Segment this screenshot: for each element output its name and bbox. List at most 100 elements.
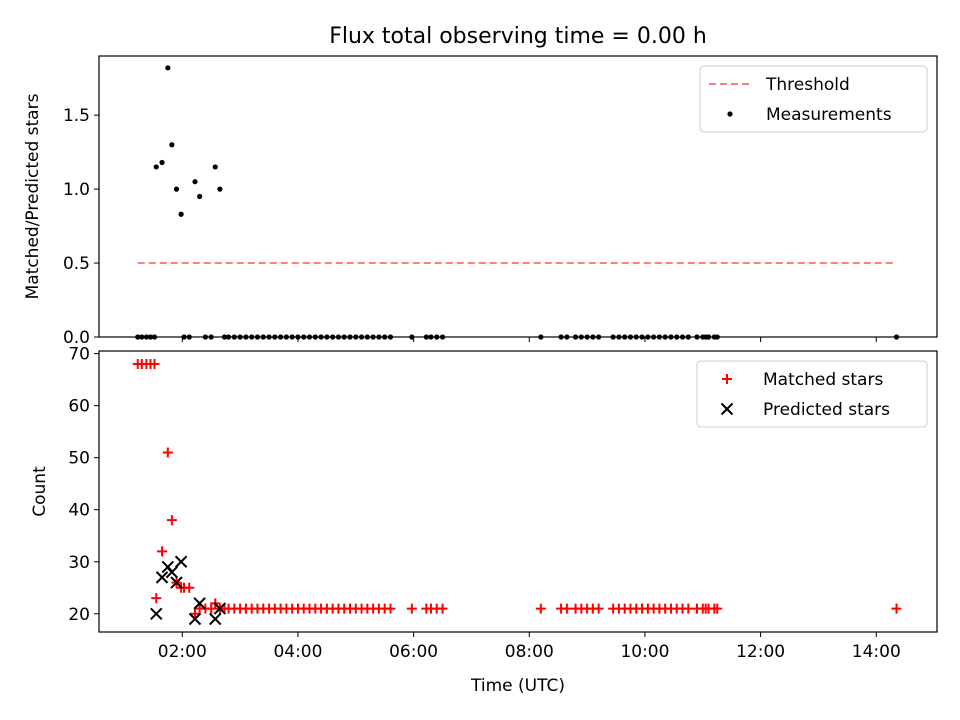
measurement-point — [324, 334, 330, 340]
predicted-star-marker — [165, 565, 179, 579]
predicted-star-marker — [170, 576, 183, 589]
y-tick-label: 30 — [68, 553, 90, 573]
predicted-star-marker — [209, 612, 222, 626]
y-tick-label: 50 — [68, 449, 90, 469]
x-tick-label: 06:00 — [389, 642, 438, 662]
measurement-point — [584, 334, 590, 340]
matched-star-marker — [385, 603, 396, 614]
matched-star-marker — [593, 603, 604, 614]
measurement-point — [178, 211, 184, 217]
measurement-point — [616, 334, 622, 340]
measurement-point — [627, 334, 634, 340]
measurement-point — [197, 193, 203, 200]
y-tick-label: 1.5 — [63, 106, 90, 126]
x-tick-label: 10:00 — [620, 642, 669, 662]
measurement-point — [622, 334, 628, 340]
x-tick-label: 04:00 — [273, 642, 322, 662]
measurement-point — [564, 334, 570, 340]
legend-predicted-swatch — [720, 402, 734, 416]
measurement-point — [428, 334, 434, 340]
measurement-point — [181, 334, 187, 340]
measurement-point — [139, 334, 145, 340]
measurement-point — [192, 179, 198, 185]
measurement-point — [662, 334, 668, 340]
x-tick-label: 12:00 — [736, 642, 785, 662]
matched-star-marker — [190, 608, 201, 619]
measurement-point — [370, 334, 376, 340]
measurement-point — [135, 334, 141, 340]
x-tick-label: 08:00 — [505, 642, 554, 662]
measurement-point — [364, 334, 370, 340]
measurement-point — [353, 334, 359, 340]
y-tick-label: 70 — [68, 345, 90, 365]
chart-title: Flux total observing time = 0.00 h — [329, 24, 707, 49]
measurement-point — [610, 334, 616, 340]
measurement-point — [208, 334, 214, 340]
predicted-star-marker — [193, 597, 206, 610]
measurement-point — [685, 334, 691, 340]
x-axis-label: Time (UTC) — [470, 676, 565, 696]
measurement-point — [272, 334, 278, 340]
measurement-point — [590, 334, 596, 340]
y-tick-label: 40 — [68, 501, 90, 521]
matched-star-marker — [561, 603, 572, 614]
measurement-point — [260, 334, 266, 340]
measurement-point — [387, 334, 394, 340]
measurement-point — [306, 334, 313, 340]
measurement-point — [277, 334, 284, 340]
matched-star-marker — [166, 515, 177, 526]
measurement-point — [639, 334, 645, 340]
measurement-point — [301, 334, 307, 340]
y-tick-label: 60 — [68, 397, 90, 417]
measurement-point — [254, 334, 261, 340]
measurement-point — [578, 334, 584, 340]
matched-star-marker — [162, 447, 173, 458]
measurement-point — [330, 334, 336, 340]
measurement-point — [151, 334, 158, 340]
measurement-point — [382, 334, 388, 340]
measurement-point — [656, 334, 663, 340]
matched-star-marker — [149, 359, 160, 370]
measurement-point — [376, 334, 382, 340]
measurement-point — [335, 334, 342, 340]
measurement-point — [283, 334, 289, 340]
measurement-point — [169, 142, 175, 148]
axes-frame — [98, 350, 938, 633]
legend-label: Matched stars — [763, 370, 883, 390]
measurement-point — [289, 334, 295, 340]
matched-star-marker — [683, 603, 694, 614]
matched-star-marker — [437, 603, 448, 614]
legend-box — [696, 360, 928, 428]
measurement-point — [439, 334, 446, 340]
measurement-point — [243, 334, 249, 340]
measurement-point — [651, 334, 657, 340]
measurement-point — [347, 334, 353, 340]
measurement-point — [186, 334, 192, 340]
measurement-point — [705, 334, 712, 340]
matched-star-marker — [712, 603, 723, 614]
predicted-star-marker — [213, 602, 227, 615]
measurement-point — [249, 334, 255, 340]
legend-label: Predicted stars — [763, 400, 890, 420]
measurement-point — [341, 334, 347, 340]
measurement-point — [217, 186, 223, 192]
y-axis-label: Matched/Predicted stars — [23, 93, 43, 299]
measurement-point — [225, 334, 232, 340]
measurement-point — [558, 334, 564, 340]
axes-frame — [98, 55, 938, 338]
matched-star-marker — [151, 593, 162, 604]
measurement-point — [266, 334, 272, 340]
bottom-panel: 20 30 40 50 60 70 02:00 04:00 06:00 08:00 10:00 12:… — [30, 345, 938, 696]
measurement-point — [312, 334, 318, 340]
y-tick-label: 1.0 — [63, 180, 90, 200]
measurement-point — [714, 334, 720, 340]
measurement-point — [596, 334, 602, 340]
measurement-point — [212, 164, 218, 170]
measurement-point — [237, 334, 243, 340]
measurement-point — [538, 334, 544, 340]
measurement-point — [893, 334, 900, 340]
measurement-point — [143, 334, 150, 340]
matched-star-marker — [157, 546, 168, 557]
measurement-point — [358, 334, 365, 340]
y-tick-label: 0.0 — [63, 328, 90, 348]
